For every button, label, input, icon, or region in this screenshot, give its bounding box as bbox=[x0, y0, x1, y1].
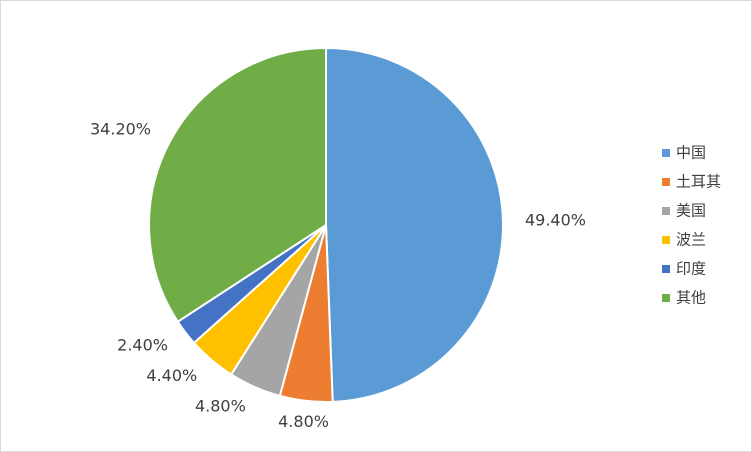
legend-swatch bbox=[662, 207, 670, 215]
legend-label: 中国 bbox=[676, 144, 706, 162]
legend-label: 印度 bbox=[676, 260, 706, 278]
legend-swatch bbox=[662, 178, 670, 186]
pie-slice bbox=[325, 46, 504, 403]
data-label: 2.40% bbox=[117, 335, 168, 354]
legend-label: 波兰 bbox=[676, 231, 706, 249]
data-label: 49.40% bbox=[525, 211, 586, 230]
data-label: 4.80% bbox=[278, 412, 329, 431]
legend-swatch bbox=[662, 236, 670, 244]
legend-label: 其他 bbox=[676, 289, 706, 307]
legend-label: 土耳其 bbox=[676, 173, 721, 191]
legend-swatch bbox=[662, 294, 670, 302]
data-label: 4.80% bbox=[195, 397, 246, 416]
data-label: 34.20% bbox=[90, 120, 151, 139]
legend-label: 美国 bbox=[676, 202, 706, 220]
legend-swatch bbox=[662, 149, 670, 157]
pie-slice bbox=[148, 46, 327, 324]
data-label: 4.40% bbox=[146, 366, 197, 385]
legend-swatch bbox=[662, 265, 670, 273]
